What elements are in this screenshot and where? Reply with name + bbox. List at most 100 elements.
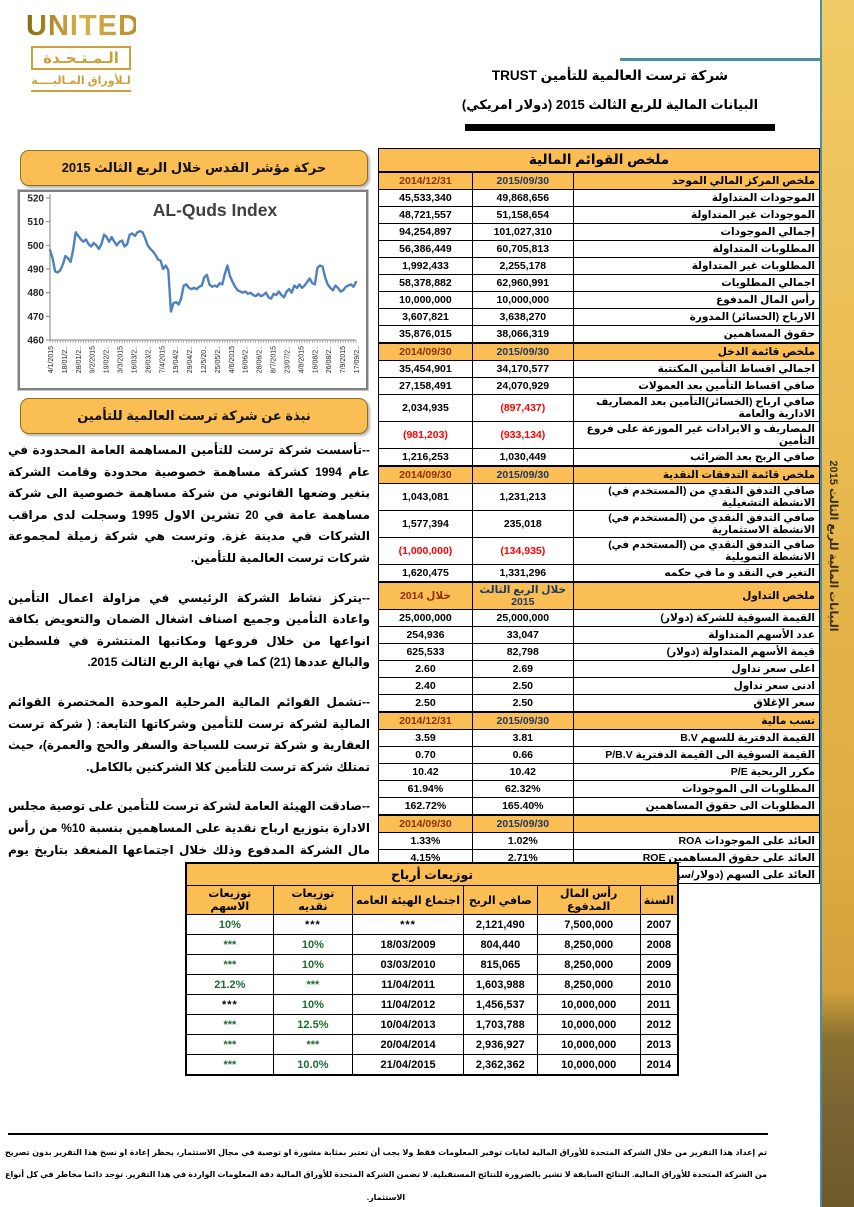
about-company-banner: نبذة عن شركة ترست العالمية للتأمين	[20, 398, 368, 434]
table-cell: القيمة الدفترية للسهم B.V	[572, 729, 821, 747]
svg-text:520: 520	[27, 194, 44, 205]
table-cell: 1,030,449	[471, 448, 574, 467]
table-cell: 21/04/2015	[352, 1054, 465, 1076]
table-cell: صافي الربح	[463, 885, 538, 915]
table-cell: 2014/09/30	[378, 465, 473, 484]
table-cell: 49,868,656	[471, 189, 574, 207]
section-header-row: ملخص قائمة الدخل 2015/09/30 2014/09/30	[378, 342, 821, 361]
section-header-row: 2015/09/30 2014/09/30	[378, 814, 821, 833]
quds-index-banner: حركة مؤشر القدس خلال الربع الثالث 2015	[20, 150, 368, 186]
table-cell: 2,936,927	[463, 1034, 538, 1055]
table-cell: 58,378,882	[378, 274, 473, 292]
table-cell: 8,250,000	[536, 934, 641, 955]
table-cell: 1,703,788	[463, 1014, 538, 1035]
table-cell: رأس المال المدفوع	[536, 885, 641, 915]
dividends-row: 2012 10,000,000 1,703,788 10/04/2013 12.5% **…	[185, 1014, 679, 1035]
table-row: مكرر الربحية P/E 10.42 10.42	[378, 763, 821, 781]
svg-text:4/8/2015: 4/8/2015	[298, 346, 305, 373]
table-cell: 235,018	[471, 510, 574, 538]
svg-text:470: 470	[27, 312, 44, 323]
table-cell: 2014	[639, 1054, 679, 1076]
about-paragraph: --يتركز نشاط الشركة الرئيسي في مزاولة اع…	[8, 590, 370, 670]
table-cell: 3.59	[378, 729, 473, 747]
table-cell: الموجودات المتداولة	[572, 189, 821, 207]
svg-text:19/02/2..: 19/02/2..	[104, 346, 111, 373]
table-row: الموجودات غير المتداولة 51,158,654 48,721,…	[378, 206, 821, 224]
table-row: رأس المال المدفوع 10,000,000 10,000,000	[378, 291, 821, 309]
table-row: القيمة السوقية للشركة (دولار) 25,000,000 2…	[378, 609, 821, 627]
table-cell: ***	[185, 1054, 274, 1076]
table-row: القيمة السوقية الى القيمة الدفترية P/B.V…	[378, 746, 821, 764]
table-cell: 162.72%	[378, 797, 473, 816]
table-cell: 62,960,991	[471, 274, 574, 292]
table-cell: 2014/12/31	[378, 711, 473, 730]
svg-text:3/3/2015: 3/3/2015	[118, 346, 125, 373]
table-cell: اجمالي اقساط التأمين المكتتبة	[572, 360, 821, 378]
table-cell: 60,705,813	[471, 240, 574, 258]
table-cell: 10.42	[471, 763, 574, 781]
svg-text:8/7/2015: 8/7/2015	[271, 346, 278, 373]
table-cell: 61.94%	[378, 780, 473, 798]
table-cell: 10,000,000	[536, 1034, 641, 1055]
table-row: المطلوبات الى حقوق المساهمين 165.40% 162.7…	[378, 797, 821, 816]
table-row: المطلوبات غير المتداولة 2,255,178 1,992,43…	[378, 257, 821, 275]
table-cell: 35,876,015	[378, 325, 473, 344]
about-paragraph: --تأسست شركة ترست للتأمين المساهمة العام…	[8, 443, 371, 565]
table-cell: 56,386,449	[378, 240, 473, 258]
table-row: الموجودات المتداولة 49,868,656 45,533,340	[378, 189, 821, 207]
table-cell: ***	[272, 914, 354, 935]
table-cell: 10%	[272, 994, 354, 1015]
table-cell: المطلوبات غير المتداولة	[572, 257, 821, 275]
table-row: المطلوبات الى الموجودات 62.32% 61.94%	[378, 780, 821, 798]
table-cell: 2015/09/30	[471, 465, 574, 484]
table-cell: 10.0%	[272, 1054, 354, 1076]
table-cell: 3.81	[471, 729, 574, 747]
table-cell: 1.02%	[471, 832, 574, 850]
table-cell: 1,216,253	[378, 448, 473, 467]
table-cell: 1,992,433	[378, 257, 473, 275]
about-company-text: --تأسست شركة ترست للتأمين المساهمة العام…	[8, 440, 370, 901]
section-header-row: ملخص المركز المالي الموحد 2015/09/30 2014/…	[378, 171, 821, 190]
svg-text:29/04/2..: 29/04/2..	[187, 346, 194, 373]
svg-text:AL-Quds Index: AL-Quds Index	[153, 200, 278, 220]
table-cell: ***	[185, 994, 274, 1015]
table-cell: ***	[272, 1034, 354, 1055]
table-cell: 2,362,362	[463, 1054, 538, 1076]
table-cell: 38,066,319	[471, 325, 574, 344]
table-cell: ***	[185, 1014, 274, 1035]
table-cell: 2011	[639, 994, 679, 1015]
table-cell: صافي ارباح (الخسائر)التأمين بعد المصاريف…	[572, 394, 821, 422]
table-cell: 2012	[639, 1014, 679, 1035]
table-cell: 2015/09/30	[471, 342, 574, 361]
svg-text:26/08/2..: 26/08/2..	[326, 346, 333, 373]
svg-text:490: 490	[27, 265, 44, 276]
table-cell: صافي التدفق النقدي من (المستخدم في) الان…	[572, 537, 821, 565]
table-cell: (134,935)	[471, 537, 574, 565]
table-cell: 2008	[639, 934, 679, 955]
table-cell: 2014/09/30	[378, 342, 473, 361]
table-cell: 2007	[639, 914, 679, 935]
table-cell: 1,043,081	[378, 483, 473, 511]
table-cell: 2.50	[471, 694, 574, 713]
table-cell: 3,638,270	[471, 308, 574, 326]
table-cell: (933,134)	[471, 421, 574, 449]
table-cell: (897,437)	[471, 394, 574, 422]
table-cell: اجمالي المطلوبات	[572, 274, 821, 292]
svg-text:16/08/2..: 16/08/2..	[312, 346, 319, 373]
table-cell: ***	[352, 914, 465, 935]
table-cell: 10.42	[378, 763, 473, 781]
table-cell: المطلوبات الى الموجودات	[572, 780, 821, 798]
financial-summary-table: ملخص القوائم المالية ملخص المركز المالي …	[378, 148, 821, 884]
table-row: قيمة الأسهم المتداولة (دولار) 82,798 625,5…	[378, 643, 821, 661]
table-cell: المطلوبات الى حقوق المساهمين	[572, 797, 821, 816]
table-cell: 27,158,491	[378, 377, 473, 395]
table-row: صافي اقساط التأمين بعد العمولات 24,070,92…	[378, 377, 821, 395]
table-cell: المصاريف و الايرادات غير الموزعة على فرو…	[572, 421, 821, 449]
table-cell: 10,000,000	[536, 1054, 641, 1076]
table-cell: خلال الربع الثالث 2015	[471, 581, 574, 610]
table-cell: 03/03/2010	[352, 954, 465, 975]
table-cell: 10,000,000	[378, 291, 473, 309]
svg-text:16/06/2..: 16/06/2..	[243, 346, 250, 373]
table-cell: 11/04/2011	[352, 974, 465, 995]
section-header-row: ملخص التداول خلال الربع الثالث 2015 خلال 2…	[378, 581, 821, 610]
